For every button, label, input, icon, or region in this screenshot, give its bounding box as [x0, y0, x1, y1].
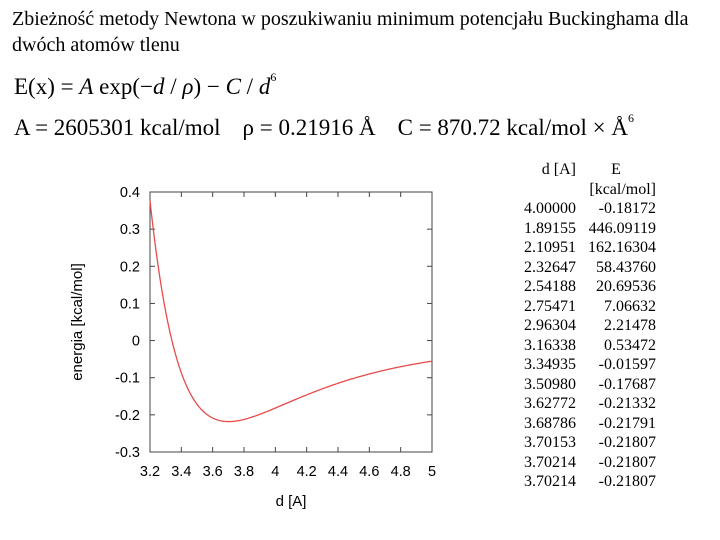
cell-e: -0.21807	[598, 473, 656, 490]
cell-d: 3.62772	[524, 395, 576, 412]
table-row: 2.54188 20.69536	[505, 277, 656, 297]
x-tick-label: 3.8	[234, 464, 254, 480]
y-tick-label: -0.1	[115, 371, 140, 387]
cell-e: -0.01597	[598, 356, 656, 373]
cell-d: 3.16338	[524, 336, 576, 354]
table-row: 2.75471 7.06632	[505, 297, 656, 317]
table-row: 3.50980 -0.17687	[505, 375, 656, 395]
table-header-row: d [A] E	[505, 160, 656, 180]
table-row: 3.16338 0.53472	[505, 336, 656, 356]
cell-e: -0.17687	[598, 375, 656, 393]
cell-d: 2.96304	[524, 317, 576, 334]
table-row: 3.62772 -0.21332	[505, 394, 656, 414]
param-c-exponent: 6	[627, 111, 634, 125]
header-unit: [kcal/mol]	[589, 180, 656, 198]
series-line	[149, 200, 433, 423]
ticks-layer	[149, 191, 433, 453]
table-row: 3.68786 -0.21791	[505, 414, 656, 434]
y-tick-label: -0.2	[115, 408, 140, 424]
table-row: 2.10951 162.16304	[505, 238, 656, 258]
cell-d: 3.70214	[524, 453, 576, 471]
cell-e: -0.21791	[598, 414, 656, 432]
y-tick-label: 0.4	[120, 185, 140, 201]
formula-exp: exp(−	[93, 74, 153, 99]
y-tick-label: 0.2	[120, 259, 140, 275]
slide-title: Zbieżność metody Newtona w poszukiwaniu …	[12, 8, 689, 56]
param-a: A = 2605301 kcal/mol	[14, 115, 221, 140]
plot-frame	[149, 191, 433, 453]
y-tick-label: -0.3	[115, 445, 140, 461]
formula-d1: d	[153, 74, 165, 99]
cell-e: 2.21478	[604, 317, 656, 334]
formula-a: A	[79, 74, 94, 99]
formula-d2: d	[258, 74, 271, 99]
cell-d: 3.34935	[524, 356, 576, 373]
cell-d: 2.75471	[524, 297, 576, 315]
cell-d: 2.10951	[524, 239, 576, 256]
cell-d: 2.54188	[524, 278, 576, 295]
param-c: C = 870.72 kcal/mol × Å	[397, 115, 628, 140]
cell-e: 7.06632	[604, 297, 656, 315]
cell-d: 2.32647	[524, 258, 576, 276]
table-row: 3.70153 -0.21807	[505, 433, 656, 453]
header-e-label: E	[611, 161, 621, 178]
y-tick-label: 0.1	[120, 296, 140, 312]
cell-e: -0.18172	[598, 200, 656, 217]
table-row: 1.89155 446.09119	[505, 219, 656, 239]
formula-minus: ) −	[193, 74, 226, 99]
table-header-row-2: [kcal/mol]	[505, 180, 656, 200]
table-row: 3.70214 -0.21807	[505, 453, 656, 473]
header-e: E	[576, 160, 656, 180]
y-tick-label: 0.3	[120, 222, 140, 238]
x-tick-label: 3.2	[140, 464, 160, 480]
cell-d: 3.50980	[524, 375, 576, 393]
table-row: 3.34935 -0.01597	[505, 355, 656, 375]
formula-exponent: 6	[270, 70, 277, 84]
param-rho: ρ = 0.21916 Å	[242, 115, 376, 140]
cell-d: 3.70214	[524, 473, 576, 490]
table-row: 2.32647 58.43760	[505, 258, 656, 278]
table-row: 2.96304 2.21478	[505, 316, 656, 336]
header-d: d [A]	[541, 161, 576, 178]
x-tick-label: 4.2	[297, 464, 317, 480]
x-tick-label: 5	[428, 464, 436, 480]
x-tick-label: 3.6	[203, 464, 223, 480]
cell-e: -0.21807	[598, 453, 656, 471]
x-tick-label: 3.4	[171, 464, 191, 480]
x-axis-label: d [A]	[276, 493, 307, 510]
y-tick-label: 0	[132, 334, 140, 350]
cell-d: 1.89155	[524, 219, 576, 237]
cell-d: 3.70153	[524, 434, 576, 451]
tick-labels-layer: 3.2 3.4 3.6 3.8 4 4.2 4.4 4.6 4.8 5 0.4 0.3 0.2 0.1 0 -…	[115, 185, 436, 480]
formula-c: C	[225, 74, 241, 99]
table-body: 4.00000 -0.18172 1.89155 446.09119 2.10951 16…	[505, 199, 656, 492]
x-tick-label: 4	[271, 464, 279, 480]
iteration-table: d [A] E [kcal/mol] 4.00000 -0.18172 1.8915…	[505, 160, 656, 492]
cell-d: 4.00000	[524, 200, 576, 217]
cell-d: 3.68786	[524, 414, 576, 432]
cell-e: 0.53472	[604, 336, 656, 354]
cell-e: 58.43760	[596, 258, 656, 276]
x-tick-label: 4.4	[328, 464, 348, 480]
cell-e: 20.69536	[596, 278, 656, 295]
potential-formula: E(x) = A exp(−d / ρ) − C / d6	[14, 70, 276, 100]
table-row: 3.70214 -0.21807	[505, 472, 656, 492]
table-row: 4.00000 -0.18172	[505, 199, 656, 219]
formula-lhs: E(x) =	[14, 74, 80, 99]
formula-div1: /	[164, 74, 183, 99]
formula-rho: ρ	[182, 74, 194, 99]
formula-div2: /	[240, 74, 259, 99]
parameters-line: A = 2605301 kcal/mol ρ = 0.21916 Å C = 870…	[14, 111, 634, 141]
y-axis-label: energia [kcal/mol]	[69, 263, 86, 381]
cell-e: 162.16304	[588, 239, 656, 256]
cell-e: -0.21807	[598, 434, 656, 451]
cell-e: -0.21332	[598, 395, 656, 412]
x-tick-label: 4.6	[359, 464, 379, 480]
cell-e: 446.09119	[588, 219, 656, 237]
x-tick-label: 4.8	[391, 464, 411, 480]
